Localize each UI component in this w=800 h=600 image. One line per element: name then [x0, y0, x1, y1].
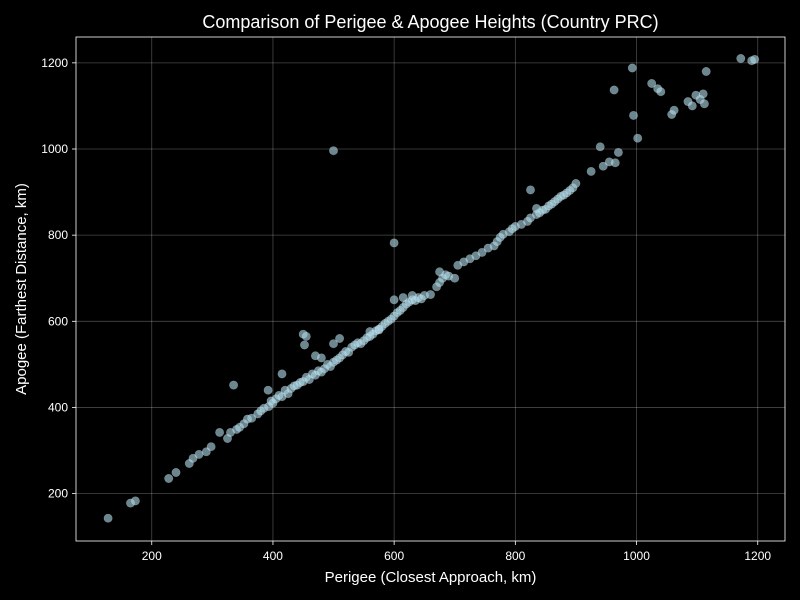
data-point: [263, 385, 273, 395]
y-tick-label: 400: [48, 400, 68, 414]
y-tick-label: 1200: [41, 56, 68, 70]
data-point: [586, 166, 596, 176]
x-tick-label: 200: [142, 549, 162, 563]
x-tick-label: 1000: [623, 549, 650, 563]
data-point: [365, 327, 375, 337]
data-point: [698, 89, 708, 99]
data-point: [669, 105, 679, 115]
data-point: [628, 110, 638, 120]
points-layer: [103, 53, 760, 523]
y-tick-label: 600: [48, 314, 68, 328]
data-point: [188, 453, 198, 463]
data-point: [450, 273, 460, 283]
data-point: [701, 67, 711, 77]
data-point: [627, 63, 637, 73]
data-point: [633, 133, 643, 143]
data-point: [335, 333, 345, 343]
data-point: [699, 99, 709, 109]
y-tick-label: 800: [48, 228, 68, 242]
data-point: [374, 325, 384, 335]
data-point: [171, 467, 181, 477]
data-point: [656, 87, 666, 97]
data-point: [130, 496, 140, 506]
y-axis-label: Apogee (Farthest Distance, km): [13, 183, 30, 395]
plot-frame: [75, 36, 786, 542]
data-point: [435, 267, 445, 277]
data-point: [164, 473, 174, 483]
data-point: [525, 185, 535, 195]
data-point: [613, 147, 623, 157]
data-point: [531, 203, 541, 213]
x-tick-label: 600: [384, 549, 404, 563]
data-point: [247, 413, 257, 423]
y-tick-label: 1000: [41, 142, 68, 156]
data-point: [316, 353, 326, 363]
data-point: [610, 158, 620, 168]
data-point: [206, 442, 216, 452]
chart-title: Comparison of Perigee & Apogee Heights (…: [202, 12, 658, 32]
data-point: [229, 380, 239, 390]
data-point: [598, 161, 608, 171]
data-point: [425, 290, 435, 300]
data-point: [328, 146, 338, 156]
y-tick-label: 200: [48, 487, 68, 501]
data-point: [750, 54, 760, 64]
data-point: [571, 179, 581, 189]
data-point: [299, 340, 309, 350]
data-point: [277, 369, 287, 379]
ticks-layer: 200 400 600 800 1000 1200 200 400 600 800 1000 1200: [41, 56, 771, 563]
data-point: [301, 331, 311, 341]
x-axis-label: Perigee (Closest Approach, km): [325, 569, 537, 586]
data-point: [328, 339, 338, 349]
data-point: [407, 290, 417, 300]
data-point: [609, 85, 619, 95]
x-tick-label: 1200: [744, 549, 771, 563]
data-point: [215, 427, 225, 437]
x-tick-label: 800: [505, 549, 525, 563]
data-point: [477, 247, 487, 257]
data-point: [103, 513, 113, 523]
data-point: [647, 79, 657, 89]
grid-layer: [76, 37, 785, 541]
data-point: [736, 53, 746, 63]
data-point: [687, 101, 697, 111]
x-tick-label: 400: [263, 549, 283, 563]
data-point: [398, 293, 408, 303]
data-point: [595, 142, 605, 152]
data-point: [389, 238, 399, 248]
data-point: [389, 295, 399, 305]
